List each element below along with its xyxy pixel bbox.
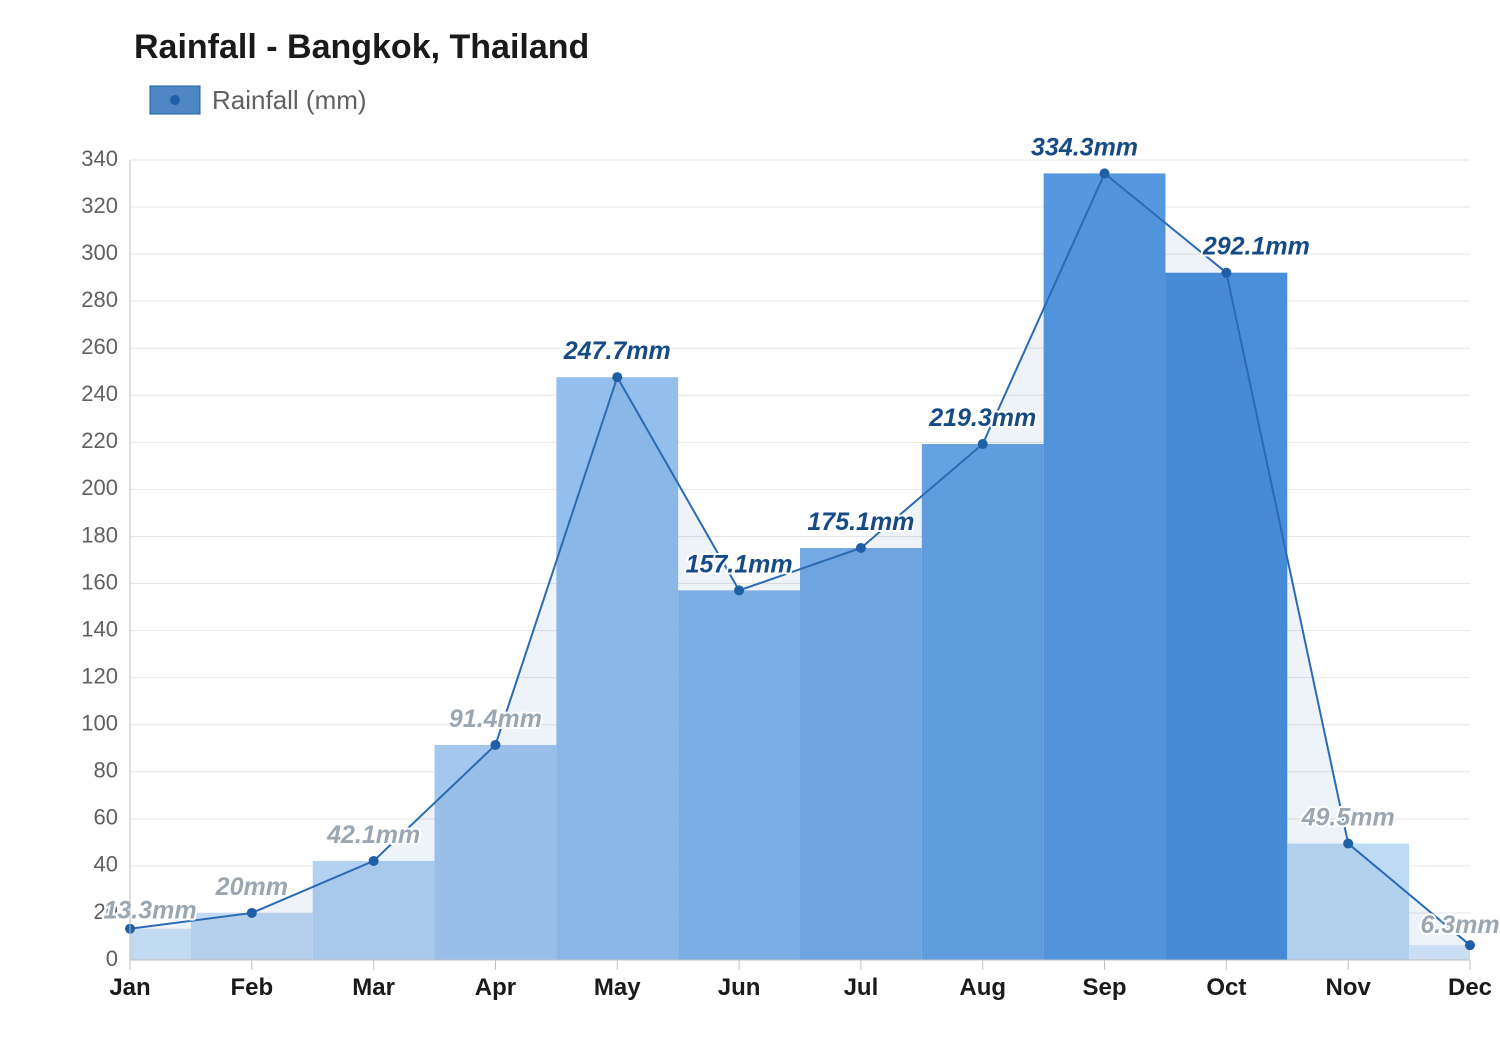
data-marker: [1465, 940, 1475, 950]
x-tick-label: Aug: [959, 974, 1006, 1001]
x-tick-label: Nov: [1326, 974, 1372, 1001]
data-label: 13.3mm: [103, 897, 196, 925]
data-label: 247.7mm: [563, 337, 671, 365]
rainfall-chart: Rainfall - Bangkok, Thailand Rainfall (mm…: [0, 0, 1500, 1050]
legend-marker-icon: [170, 95, 180, 105]
y-tick-label: 260: [81, 334, 118, 359]
data-label: 6.3mm: [1420, 911, 1499, 939]
data-label: 20mm: [215, 873, 288, 901]
y-tick-label: 140: [81, 616, 118, 641]
data-marker: [1343, 839, 1353, 849]
x-tick-label: Feb: [230, 974, 273, 1001]
x-tick-label: May: [594, 974, 641, 1001]
data-label: 219.3mm: [928, 404, 1036, 432]
y-tick-label: 300: [81, 240, 118, 265]
data-marker: [247, 908, 257, 918]
y-tick-label: 280: [81, 287, 118, 312]
x-tick-label: Jan: [109, 974, 150, 1001]
data-marker: [856, 543, 866, 553]
y-tick-label: 100: [81, 711, 118, 736]
data-label: 91.4mm: [449, 705, 542, 733]
data-marker: [490, 740, 500, 750]
y-tick-label: 40: [94, 852, 118, 877]
chart-title: Rainfall - Bangkok, Thailand: [134, 28, 589, 66]
y-tick-label: 320: [81, 193, 118, 218]
x-tick-label: Sep: [1083, 974, 1127, 1001]
data-marker: [1221, 268, 1231, 278]
y-tick-label: 200: [81, 475, 118, 500]
data-label: 292.1mm: [1202, 233, 1310, 261]
y-tick-label: 60: [94, 805, 118, 830]
y-tick-label: 340: [81, 146, 118, 171]
y-tick-label: 240: [81, 381, 118, 406]
data-label: 175.1mm: [807, 508, 914, 536]
data-marker: [369, 856, 379, 866]
data-marker: [1100, 168, 1110, 178]
data-marker: [734, 585, 744, 595]
chart-svg: Rainfall - Bangkok, Thailand Rainfall (mm…: [0, 0, 1500, 1050]
data-label: 334.3mm: [1031, 133, 1138, 161]
x-tick-label: Jun: [718, 974, 761, 1001]
y-tick-label: 220: [81, 428, 118, 453]
data-label: 42.1mm: [326, 821, 420, 849]
y-tick-label: 120: [81, 663, 118, 688]
x-tick-label: Apr: [475, 974, 516, 1001]
y-tick-label: 180: [81, 522, 118, 547]
x-tick-label: Jul: [844, 974, 879, 1001]
y-tick-label: 160: [81, 569, 118, 594]
x-tick-label: Dec: [1448, 974, 1492, 1001]
y-tick-label: 80: [94, 758, 118, 783]
legend-label: Rainfall (mm): [212, 85, 367, 115]
data-marker: [978, 439, 988, 449]
data-marker: [612, 372, 622, 382]
x-tick-label: Mar: [352, 974, 395, 1001]
x-tick-label: Oct: [1206, 974, 1246, 1001]
y-tick-label: 0: [106, 946, 118, 971]
data-label: 49.5mm: [1301, 804, 1395, 832]
data-label: 157.1mm: [686, 550, 793, 578]
